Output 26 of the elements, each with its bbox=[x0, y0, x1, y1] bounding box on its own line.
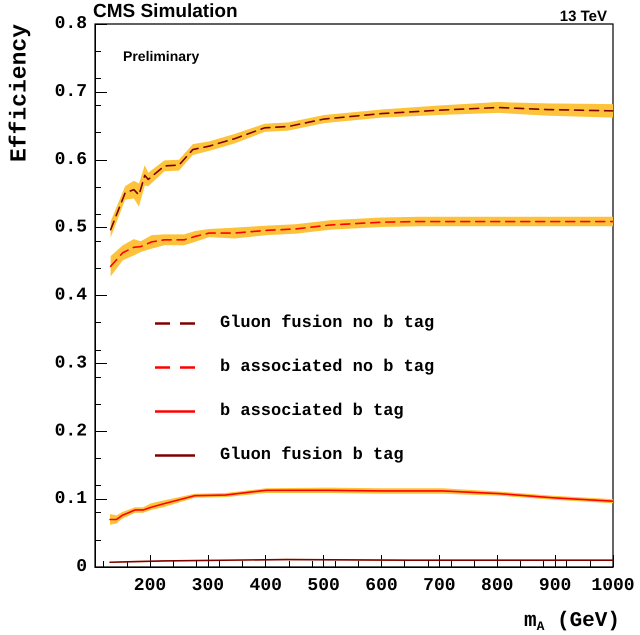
y-tick-label: 0.8 bbox=[54, 14, 87, 34]
x-tick-label: 900 bbox=[538, 576, 572, 596]
y-tick-label: 0 bbox=[76, 557, 87, 577]
y-tick-label: 0.7 bbox=[54, 82, 87, 102]
y-tick-label: 0.1 bbox=[54, 489, 88, 510]
y-tick-label: 0.6 bbox=[54, 150, 87, 170]
legend-label: b associated no b tag bbox=[220, 358, 434, 377]
y-axis-title: Efficiency bbox=[6, 24, 32, 162]
x-tick-label: 300 bbox=[192, 576, 224, 596]
x-tick-label: 500 bbox=[307, 576, 340, 596]
x-tick-label: 600 bbox=[365, 576, 398, 596]
y-tick-label: 0.4 bbox=[54, 286, 88, 306]
annotation: Preliminary bbox=[123, 48, 200, 64]
x-tick-label: 1000 bbox=[591, 576, 635, 596]
y-tick-label: 0.2 bbox=[54, 421, 87, 442]
x-tick-label: 400 bbox=[250, 576, 282, 596]
legend-label: b associated b tag bbox=[220, 402, 404, 421]
chart-title: CMS Simulation bbox=[93, 1, 238, 22]
x-tick-label: 800 bbox=[481, 576, 514, 596]
y-tick-label: 0.5 bbox=[54, 218, 87, 238]
chart-subtitle: 13 TeV bbox=[560, 8, 607, 25]
y-tick-label: 0.3 bbox=[54, 353, 87, 374]
legend-label: Gluon fusion no b tag bbox=[220, 314, 434, 333]
x-tick-label: 700 bbox=[423, 576, 456, 596]
x-tick-label: 200 bbox=[134, 576, 166, 596]
legend-label: Gluon fusion b tag bbox=[220, 446, 404, 465]
